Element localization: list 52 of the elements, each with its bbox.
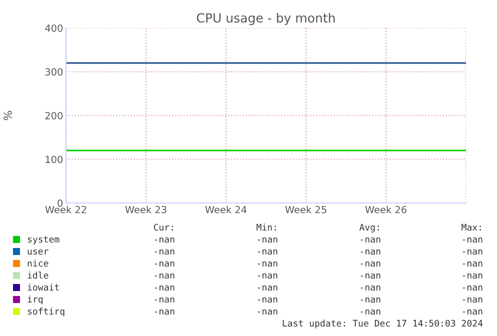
text: -nan: [360, 249, 380, 255]
text: -nan: [462, 297, 482, 303]
legend-label: nice: [28, 260, 48, 267]
text: -nan: [154, 297, 174, 303]
x-tick-label: Week 25: [285, 206, 326, 214]
x-tick-label: Week 24: [205, 206, 247, 214]
text: -nan: [360, 237, 380, 243]
y-tick-label: 200: [45, 112, 63, 120]
x-tick-label: Week 23: [125, 206, 166, 214]
text: -nan: [258, 273, 278, 279]
y-tick-label: 0: [58, 199, 63, 207]
y-axis-title: %: [4, 110, 12, 120]
text: -nan: [360, 261, 380, 267]
x-tick-label: Week 26: [365, 206, 406, 214]
y-tick-label: 400: [45, 24, 63, 32]
text: -nan: [154, 285, 174, 291]
text: Min:: [256, 224, 276, 231]
text: -nan: [154, 261, 174, 267]
chart-title: CPU usage - by month: [196, 12, 335, 26]
text: -nan: [258, 249, 278, 255]
text: -nan: [154, 273, 174, 279]
text: -nan: [462, 237, 482, 243]
text: -nan: [462, 285, 482, 291]
text: -nan: [154, 309, 174, 315]
text: -nan: [462, 309, 482, 315]
text: Max:: [462, 224, 481, 231]
text: -nan: [462, 261, 482, 267]
text: -nan: [258, 261, 278, 267]
text: -nan: [462, 273, 482, 279]
text: Last update: Tue Dec 17 14:50:03 2024: [282, 320, 483, 328]
legend-label: irq: [28, 296, 43, 304]
text: Cur:: [154, 224, 173, 231]
text: -nan: [258, 309, 278, 315]
x-tick-label: Week 22: [45, 206, 86, 214]
legend-label: iowait: [28, 284, 59, 291]
text: -nan: [258, 297, 278, 303]
text: -nan: [154, 237, 174, 243]
text: -nan: [360, 309, 380, 315]
text: -nan: [258, 285, 278, 291]
text: -nan: [360, 297, 380, 303]
text: -nan: [360, 273, 380, 279]
text: -nan: [360, 285, 380, 291]
y-tick-label: 100: [46, 156, 63, 164]
text: -nan: [154, 249, 174, 255]
text: -nan: [258, 237, 278, 243]
legend-label: user: [28, 249, 48, 255]
legend-label: idle: [28, 272, 48, 279]
y-tick-label: 300: [45, 68, 63, 76]
text: -nan: [462, 249, 482, 255]
legend-label: softirq: [28, 308, 64, 316]
text: Avg:: [359, 224, 379, 232]
legend-label: system: [28, 236, 60, 244]
